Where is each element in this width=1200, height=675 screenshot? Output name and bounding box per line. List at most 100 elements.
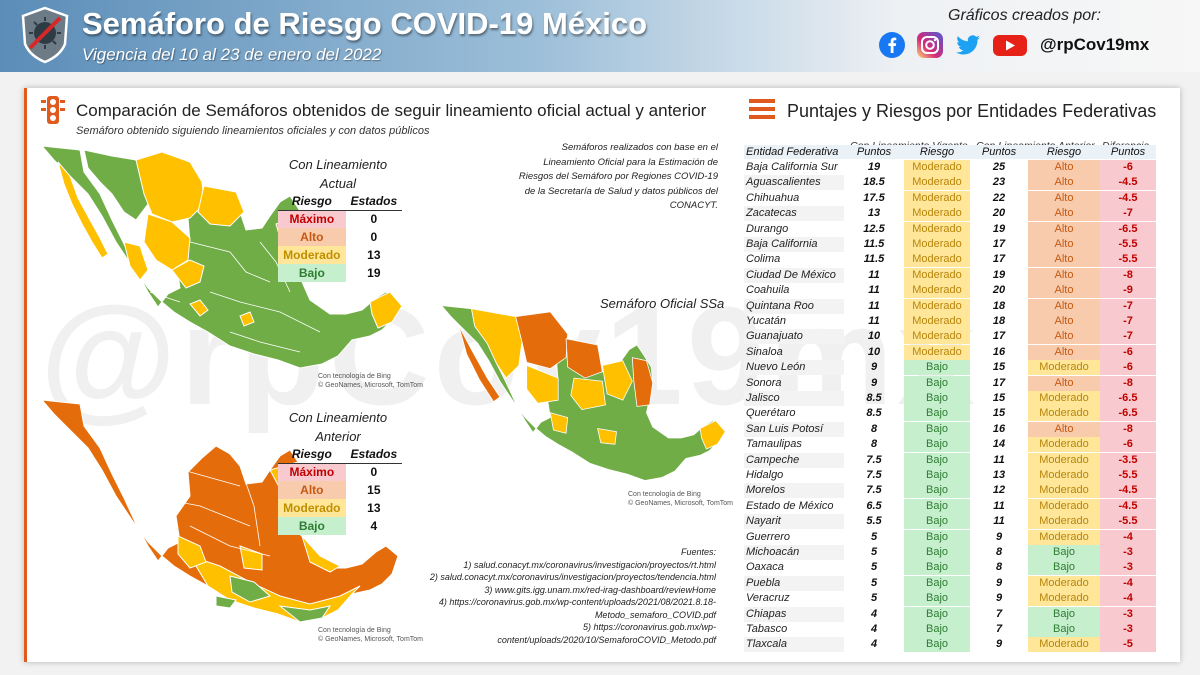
instagram-icon[interactable] — [916, 31, 944, 59]
table-cell-entidad: Tabasco — [746, 623, 788, 635]
table-cell-r1: Moderado — [904, 221, 970, 237]
table-cell-d: -6 — [1100, 344, 1156, 360]
table-cell-entidad: Estado de México — [746, 499, 834, 512]
table-cell-r1: Bajo — [904, 514, 970, 530]
table-cell-r1: Bajo — [904, 545, 970, 560]
table-cell-r1: Moderado — [904, 237, 970, 252]
table-cell-p2: 20 — [992, 207, 1006, 220]
table-cell-p2: 17 — [992, 253, 1006, 266]
table-cell-p2: 19 — [992, 222, 1006, 235]
table-cell-entidad: Hidalgo — [746, 469, 784, 481]
table-cell-p2: 16 — [992, 422, 1006, 435]
panel-accent-bar — [24, 88, 27, 662]
table-cell-entidad: Durango — [746, 222, 789, 235]
table-cell-p1: 5 — [870, 530, 878, 543]
table-cell-entidad: Quintana Roo — [744, 298, 844, 314]
table-cell-p1: 13 — [867, 207, 881, 220]
table-cell-entidad: Morelos — [744, 483, 844, 499]
table-cell-r1: Moderado — [904, 267, 970, 283]
table-cell-p2: 16 — [992, 345, 1006, 358]
table-cell-p2: 23 — [992, 176, 1006, 189]
table-cell-p1: 4 — [870, 623, 878, 635]
table-cell-r2: Alto — [1028, 267, 1100, 283]
table-cell-d: -7 — [1100, 329, 1156, 345]
table-cell-p1: 5 — [870, 561, 878, 574]
table-cell-r2: Alto — [1028, 344, 1100, 360]
table-cell-r2: Alto — [1028, 221, 1100, 237]
table-cell-p2: 17 — [992, 238, 1006, 250]
table-cell-r1: Moderado — [904, 329, 970, 345]
twitter-icon[interactable] — [954, 31, 982, 59]
table-cell-r2: Alto — [1028, 160, 1100, 175]
table-cell-entidad: San Luis Potosí — [744, 421, 844, 437]
anterior-title: Con Lineamiento Anterior — [288, 410, 388, 444]
table-cell-p2: 9 — [995, 592, 1003, 605]
youtube-icon[interactable] — [992, 31, 1028, 59]
table-cell-r1: Moderado — [904, 160, 970, 175]
table-cell-d: -6 — [1100, 360, 1156, 376]
table-cell-r1: Bajo — [904, 452, 970, 468]
facebook-icon[interactable] — [878, 31, 906, 59]
table-cell-r1: Moderado — [904, 344, 970, 360]
table-cell-p1: 9 — [870, 376, 878, 389]
table-cell-entidad: Baja California Sur — [746, 161, 838, 173]
table-cell-r1: Moderado — [904, 190, 970, 206]
table-cell-p2: 15 — [992, 407, 1006, 420]
table-cell-r2: Alto — [1028, 252, 1100, 268]
table-cell-p2: 9 — [995, 638, 1003, 651]
table-cell-r2: Moderado — [1028, 406, 1100, 422]
map-credit: Con tecnología de Bing © GeoNames, Micros… — [628, 491, 733, 507]
left-subheading: Semáforo obtenido siguiendo lineamientos… — [76, 125, 430, 137]
table-cell-entidad: Nuevo León — [744, 360, 844, 376]
table-cell-r1: Moderado — [904, 252, 970, 268]
table-cell-d: -5.5 — [1100, 468, 1156, 483]
table-cell-p2: 15 — [992, 392, 1006, 404]
table-cell-r2: Moderado — [1028, 483, 1100, 499]
table-cell-p1: 10 — [867, 345, 881, 358]
table-cell-p1: 7.5 — [866, 484, 882, 497]
table-cell-p2: 14 — [992, 438, 1006, 451]
shield-virus-logo-icon — [21, 6, 69, 64]
table-cell-d: -3 — [1100, 606, 1156, 622]
table-cell-entidad: Baja California — [744, 237, 844, 252]
table-cell-r1: Bajo — [904, 391, 970, 406]
table-cell-r2: Alto — [1028, 314, 1100, 329]
table-cell-d: -8 — [1100, 267, 1156, 283]
table-cell-entidad: Chihuahua — [746, 191, 800, 204]
table-cell-p1: 12.5 — [863, 222, 885, 235]
table-cell-d: -9 — [1100, 283, 1156, 299]
actual-summary-table: Riesgo Estados Máximo 0 Alto 0 Moderado 13 B… — [278, 192, 402, 282]
table-cell-entidad: Nayarit — [744, 514, 844, 530]
table-cell-p1: 4 — [870, 607, 878, 620]
actual-title: Con Lineamiento Actual — [288, 157, 388, 191]
table-cell-r2: Moderado — [1028, 498, 1100, 514]
table-cell-r2: Moderado — [1028, 452, 1100, 468]
table-cell-entidad: Guerrero — [746, 530, 791, 543]
social-handle[interactable]: @rpCov19mx — [1040, 35, 1150, 54]
table-cell-r2: Moderado — [1028, 437, 1100, 453]
ssa-map-label: Semáforo Oficial SSa — [600, 296, 725, 311]
table-cell-d: -8 — [1100, 421, 1156, 437]
table-cell-p2: 15 — [992, 361, 1006, 374]
table-cell-r1: Bajo — [904, 575, 970, 591]
table-cell-d: -6 — [1100, 437, 1156, 453]
table-cell-r2: Moderado — [1028, 514, 1100, 530]
table-cell-r1: Bajo — [904, 468, 970, 483]
table-cell-r1: Bajo — [904, 437, 970, 453]
table-cell-p1: 8 — [870, 422, 878, 435]
table-cell-r2: Bajo — [1028, 606, 1100, 622]
table-cell-d: -3 — [1100, 560, 1156, 576]
table-cell-r1: Bajo — [904, 622, 970, 637]
table-cell-d: -4.5 — [1100, 498, 1156, 514]
col-riesgo2-header: Riesgo — [1028, 145, 1100, 159]
table-cell-d: -6 — [1100, 160, 1156, 175]
table-cell-d: -4.5 — [1100, 483, 1156, 499]
table-cell-d: -4 — [1100, 591, 1156, 607]
table-cell-p1: 6.5 — [866, 499, 882, 512]
table-cell-r2: Alto — [1028, 206, 1100, 222]
table-cell-d: -7 — [1100, 206, 1156, 222]
table-cell-r2: Moderado — [1028, 637, 1100, 653]
table-cell-d: -3 — [1100, 622, 1156, 637]
table-cell-p2: 11 — [993, 515, 1005, 528]
table-cell-r2: Bajo — [1028, 622, 1100, 637]
